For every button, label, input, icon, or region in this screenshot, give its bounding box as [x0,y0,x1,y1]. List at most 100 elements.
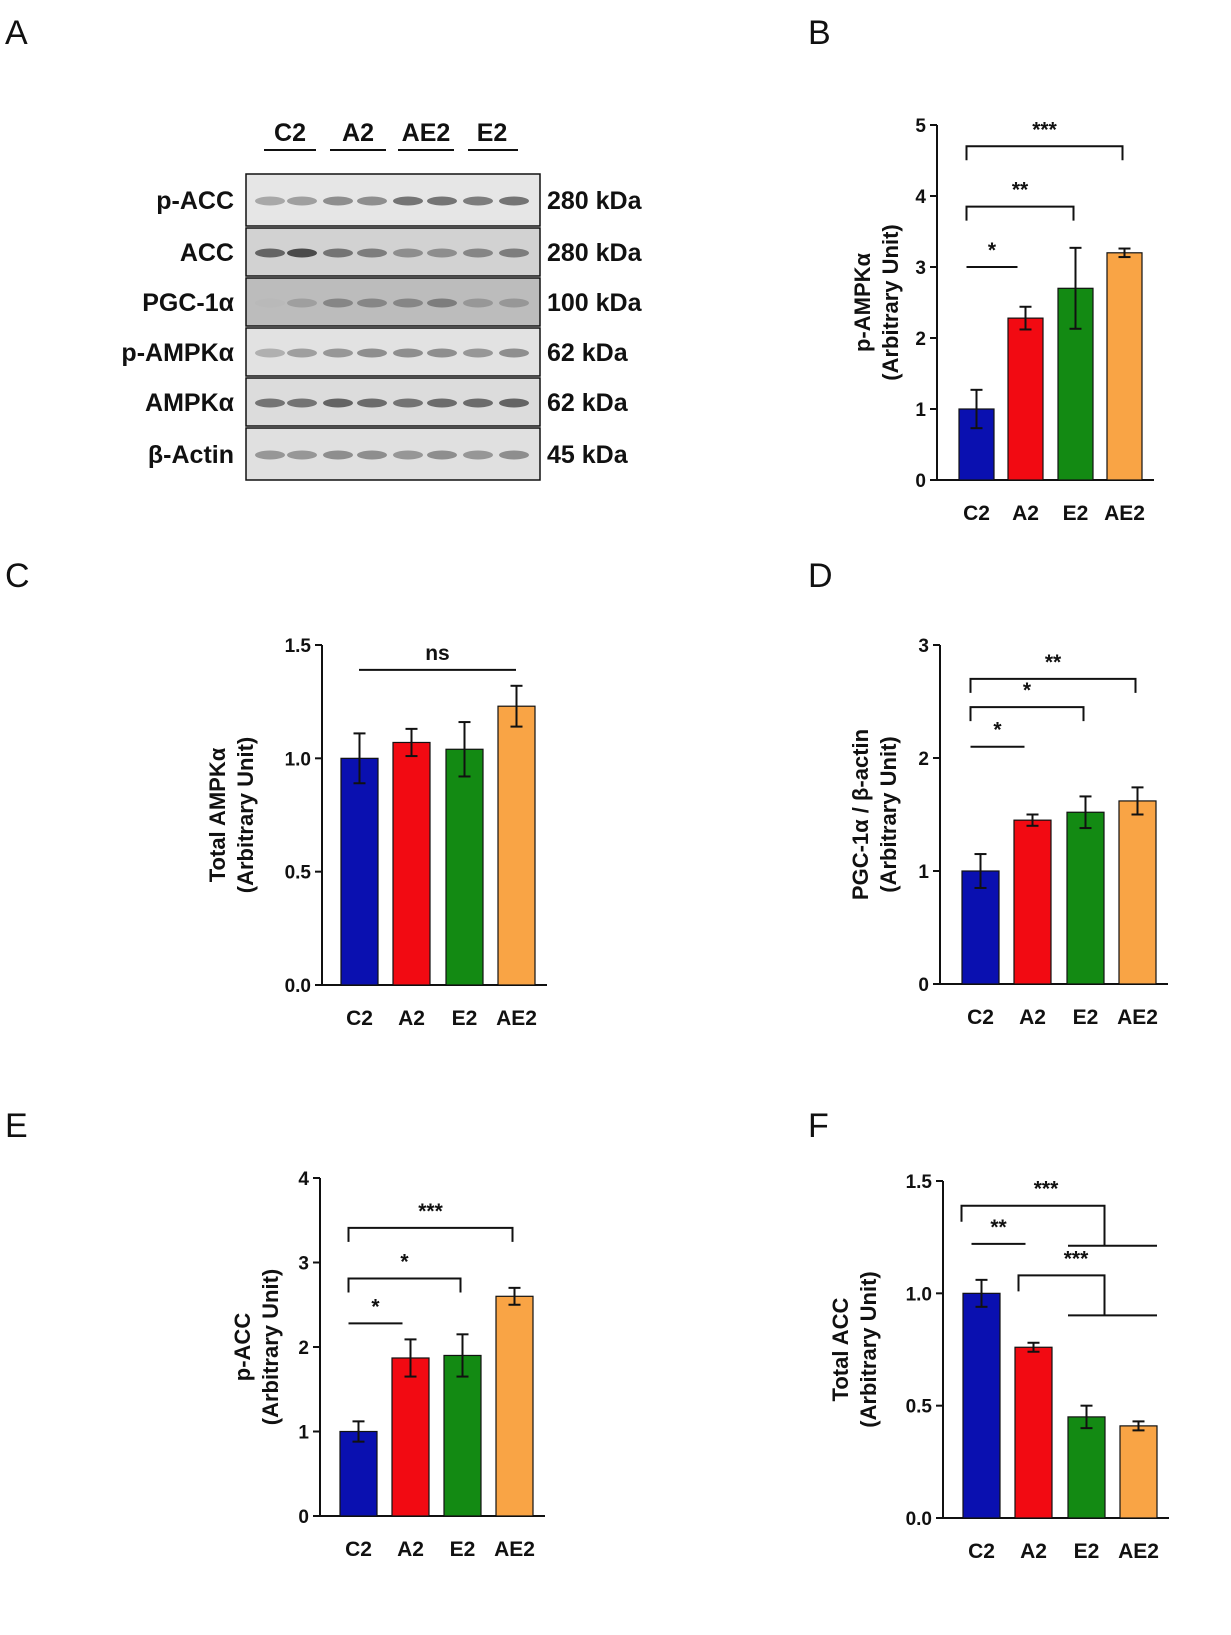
y-axis-label-line: Total AMPKα [205,747,230,882]
blot-protein-label: PGC-1α [142,289,234,317]
blot-band [499,398,529,408]
panel-letter-b: B [808,14,831,52]
y-tick-label: 3 [915,258,926,279]
y-tick-label: 0.5 [285,863,312,884]
blot-band [323,398,353,408]
blot-band [393,398,423,408]
category-label: A2 [1019,1006,1046,1029]
y-axis-label-line: (Arbitrary Unit) [878,224,903,380]
y-axis-label-line: Total ACC [828,1297,853,1401]
y-axis-label-line: (Arbitrary Unit) [233,737,258,893]
blot-band [357,248,387,258]
significance-bracket [960,1204,1106,1246]
blot-protein-label: β-Actin [148,441,234,469]
significance-label: * [371,1295,380,1318]
blot-band [255,348,285,358]
blot-size-label: 100 kDa [547,289,643,317]
blot-band [287,248,317,258]
blot-band [255,196,285,206]
bar-ae2 [497,705,536,986]
y-tick-label: 1 [915,400,926,421]
y-tick-label: 5 [915,116,926,137]
blot-size-label: 280 kDa [547,187,643,215]
blot-band [427,398,457,408]
y-tick-label: 0.0 [285,976,311,997]
significance-label: * [988,239,997,262]
significance-label: *** [1034,1178,1059,1201]
blot-band [323,196,353,206]
panel-letter-a: A [5,14,28,52]
y-tick-label: 1 [918,862,929,883]
y-axis-label-line: (Arbitrary Unit) [258,1269,283,1425]
blot-band [255,248,285,258]
blot-band [323,298,353,308]
y-axis-label-line: PGC-1α / β-actin [848,729,873,900]
bar-e2 [445,748,484,986]
y-tick-label: 3 [298,1254,309,1275]
y-axis-label: p-ACC (Arbitrary Unit) [230,1269,283,1425]
blot-band [427,248,457,258]
blot-band [499,248,529,258]
bar-c2 [962,1292,1001,1519]
blot-band [427,348,457,358]
y-tick-label: 2 [298,1338,309,1359]
bar-c2 [961,870,1000,985]
significance-label: *** [1064,1247,1089,1270]
blot-size-label: 45 kDa [547,441,629,469]
y-axis-label-line: p-AMPKα [850,252,875,352]
category-label: A2 [1012,502,1039,525]
bar-a2 [1007,317,1044,481]
bar-a2 [392,741,431,986]
category-label: AE2 [1118,1540,1159,1563]
bar-ae2 [1106,252,1143,481]
significance-label: ** [990,1216,1007,1239]
blot-band [393,348,423,358]
bar-a2 [391,1357,430,1517]
y-axis-label-line: (Arbitrary Unit) [856,1271,881,1427]
blot-band [323,348,353,358]
panel-letter-c: C [5,557,30,595]
blot-protein-label: p-AMPKα [121,339,234,367]
significance-label: ** [1012,179,1029,202]
blot-band [357,298,387,308]
y-tick-label: 1.5 [285,636,312,657]
bar-ae2 [1119,1425,1158,1519]
significance-label: *** [1032,118,1057,141]
blot-group-label: A2 [342,119,374,147]
category-label: E2 [1074,1540,1100,1563]
category-label: A2 [398,1007,425,1030]
blot-band [427,450,457,460]
blot-size-label: 62 kDa [547,339,629,367]
blot-band [499,298,529,308]
y-tick-label: 1.0 [285,749,311,770]
panel-letter-f: F [808,1107,829,1145]
y-axis-label: p-AMPKα (Arbitrary Unit) [850,224,903,380]
y-axis-label: Total AMPKα (Arbitrary Unit) [205,737,258,893]
y-tick-label: 0 [298,1507,309,1528]
y-axis-label: PGC-1α / β-actin (Arbitrary Unit) [848,729,901,900]
category-label: AE2 [494,1538,535,1561]
blot-protein-label: ACC [180,239,234,267]
category-label: E2 [1073,1006,1099,1029]
bar-ae2 [1118,800,1157,985]
blot-band [499,196,529,206]
significance-label: * [400,1251,409,1274]
y-tick-label: 0 [918,975,929,996]
blot-band [427,196,457,206]
category-label: A2 [1020,1540,1047,1563]
significance-label: *** [418,1200,443,1223]
panel-letter-d: D [808,557,833,595]
y-axis-label: Total ACC (Arbitrary Unit) [828,1271,881,1427]
blot-band [463,348,493,358]
blot-group-label: AE2 [402,119,451,147]
y-tick-label: 4 [915,187,926,208]
blot-size-label: 62 kDa [547,389,629,417]
blot-band [427,298,457,308]
blot-protein-label: p-ACC [156,187,234,215]
chart-panel-c: 0.0 0.5 1.0 1.5 C2 A2 E2 AE2 Total AMPKα (Arbitra… [205,636,547,1030]
chart-panel-f: 0.0 0.5 1.0 1.5 C2 A2 E2 AE2 Total ACC (Arbitrary… [828,1172,1169,1563]
western-blot-panel: C2 A2 AE2 E2 p-ACC 280 kDa ACC 280 kDa PGC-1α 100… [121,119,643,481]
